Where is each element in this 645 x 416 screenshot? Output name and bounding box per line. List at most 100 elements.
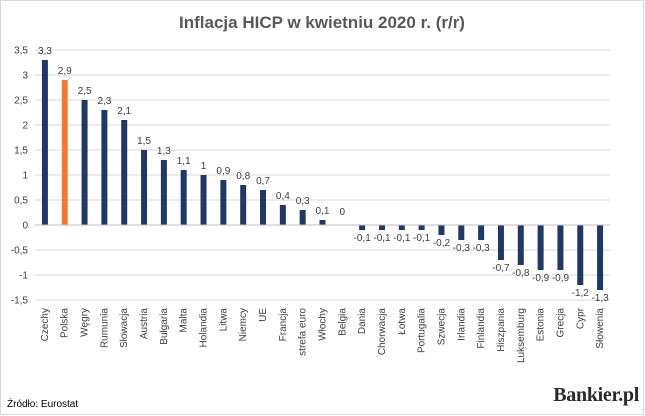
data-label: 2,3	[97, 96, 111, 107]
bar-dania	[359, 225, 366, 230]
bar-irlandia	[458, 225, 465, 240]
bar-włochy	[319, 220, 326, 225]
y-tick-label: -1	[19, 271, 28, 282]
bar-ue	[260, 190, 267, 225]
category-label: Dania	[357, 308, 368, 335]
category-label: Niemcy	[238, 308, 249, 341]
bar-litwa	[220, 180, 227, 225]
data-label: -0,1	[413, 233, 431, 244]
category-label: strefa euro	[298, 308, 309, 356]
bankier-logo: Bankier.pl	[553, 384, 639, 406]
category-label: Bułgaria	[159, 308, 170, 345]
data-label: 1,3	[157, 146, 171, 157]
bar-cypr	[577, 225, 584, 285]
y-tick-label: 2,5	[14, 96, 28, 107]
category-label: Holandia	[199, 308, 210, 348]
data-label: 1,5	[137, 136, 151, 147]
category-label: Francja	[278, 308, 289, 342]
y-tick-label: -0,5	[11, 246, 29, 257]
y-tick-label: 2	[22, 121, 28, 132]
bar-węgry	[81, 100, 88, 225]
bar-czechy	[41, 60, 48, 225]
y-tick-label: -1,5	[11, 296, 29, 307]
data-label: 0	[340, 207, 346, 218]
bar-luksemburg	[517, 225, 524, 265]
category-label: Malta	[179, 308, 190, 333]
data-label: -0,7	[492, 263, 510, 274]
bar-estonia	[537, 225, 544, 270]
category-label: Rumunia	[99, 308, 110, 348]
category-label: Belgia	[337, 308, 348, 336]
bar-austria	[141, 150, 148, 225]
category-label: Czechy	[40, 308, 51, 341]
data-label: -0,9	[552, 273, 570, 284]
bar-polska	[61, 80, 68, 225]
data-label: 2,1	[117, 106, 131, 117]
category-label: Austria	[139, 308, 150, 340]
category-label: Słowacja	[119, 308, 130, 348]
category-label: UE	[258, 308, 269, 322]
data-label: -1,2	[572, 288, 590, 299]
data-label: 0,8	[236, 171, 250, 182]
data-label: 0,9	[216, 166, 230, 177]
bar-łotwa	[398, 225, 405, 230]
category-label: Chorwacja	[377, 308, 388, 356]
data-label: -0,1	[393, 233, 411, 244]
category-label: Hiszpania	[496, 308, 507, 352]
bar-niemcy	[240, 185, 247, 225]
data-label: 1	[201, 161, 207, 172]
y-tick-label: 3,5	[14, 46, 28, 57]
data-label: 0,1	[316, 206, 330, 217]
bar-bułgaria	[160, 160, 167, 225]
category-label: Polska	[60, 308, 71, 338]
bar-francja	[279, 205, 286, 225]
category-label: Luksemburg	[516, 308, 527, 363]
y-tick-label: 1	[22, 171, 28, 182]
bar-malta	[180, 170, 187, 225]
data-label: 2,9	[58, 66, 72, 77]
category-label: Portugalia	[417, 308, 428, 353]
y-tick-label: 0,5	[14, 196, 28, 207]
category-label: Grecja	[555, 308, 566, 338]
data-label: -1,3	[591, 293, 609, 304]
y-tick-label: 3	[22, 71, 28, 82]
bar-holandia	[200, 175, 207, 225]
category-label: Finlandia	[476, 308, 487, 349]
data-label: 3,3	[38, 46, 52, 57]
bar-słowenia	[597, 225, 604, 290]
data-label: -0,3	[473, 243, 491, 254]
data-label: 2,5	[78, 86, 92, 97]
source-note: Źródło: Eurostat	[7, 399, 79, 410]
data-label: 0,3	[296, 196, 310, 207]
bar-szwecja	[438, 225, 445, 235]
category-label: Litwa	[218, 308, 229, 332]
bar-portugalia	[418, 225, 425, 230]
data-label: -0,3	[453, 243, 471, 254]
category-label: Szwecja	[436, 308, 447, 346]
category-label: Słowenia	[595, 308, 606, 349]
data-label: -0,1	[354, 233, 372, 244]
data-label: 0,4	[276, 191, 290, 202]
data-label: -0,8	[512, 268, 530, 279]
bar-grecja	[557, 225, 564, 270]
y-tick-label: 1,5	[14, 146, 28, 157]
y-tick-label: 0	[22, 221, 28, 232]
bar-chorwacja	[378, 225, 385, 230]
bar-słowacja	[121, 120, 128, 225]
category-label: Irlandia	[456, 308, 467, 341]
category-label: Cypr	[575, 307, 586, 329]
data-label: 1,1	[177, 156, 191, 167]
data-label: -0,1	[373, 233, 391, 244]
bar-rumunia	[101, 110, 108, 225]
bar-finlandia	[478, 225, 485, 240]
bar-hiszpania	[497, 225, 504, 260]
chart-title: Inflacja HICP w kwietniu 2020 r. (r/r)	[179, 13, 465, 32]
category-label: Estonia	[536, 308, 547, 342]
bar-strefa-euro	[299, 210, 306, 225]
data-label: -0,2	[433, 238, 451, 249]
data-label: -0,9	[532, 273, 550, 284]
category-label: Węgry	[80, 308, 91, 337]
data-label: 0,7	[256, 176, 270, 187]
